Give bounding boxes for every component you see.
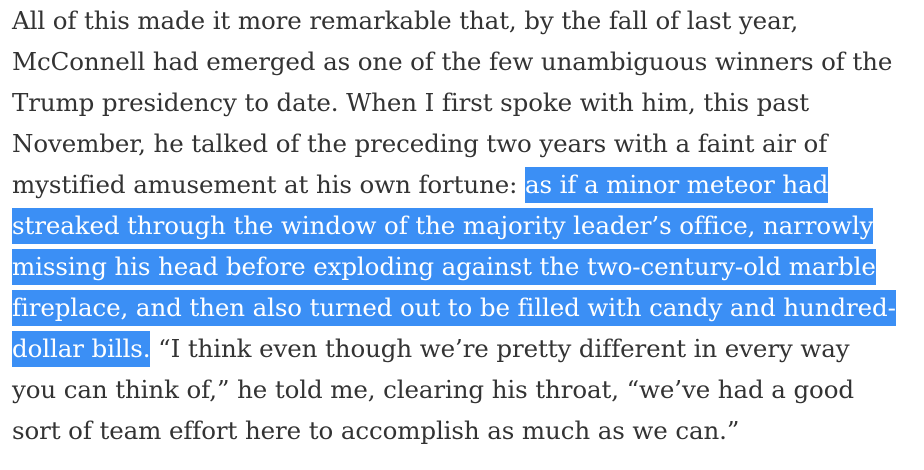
paragraph-line-6: streaked through the window of the major… [12,205,922,246]
paragraph-line-3: Trump presidency to date. When I first s… [12,82,922,123]
selected-text-highlight[interactable]: missing his head before exploding agains… [12,249,876,285]
paragraph-line-11: sort of team effort here to accomplish a… [12,410,922,451]
paragraph-line-5: mystified amusement at his own fortune: … [12,164,922,205]
line-text: All of this made it more remarkable that… [12,6,799,35]
selected-text-highlight[interactable]: streaked through the window of the major… [12,208,874,244]
line-text: Trump presidency to date. When I first s… [12,88,809,117]
paragraph-line-9: dollar bills. “I think even though we’re… [12,328,922,369]
paragraph-line-10: you can think of,” he told me, clearing … [12,369,922,410]
selected-text-highlight[interactable]: fireplace, and then also turned out to b… [12,290,896,326]
article-paragraph[interactable]: All of this made it more remarkable that… [12,0,922,451]
paragraph-line-4: November, he talked of the preceding two… [12,123,922,164]
article-body: All of this made it more remarkable that… [12,0,922,451]
selected-text-highlight[interactable]: dollar bills. [12,331,151,367]
line-text: McConnell had emerged as one of the few … [12,47,893,76]
paragraph-line-2: McConnell had emerged as one of the few … [12,41,922,82]
line-text: you can think of,” he told me, clearing … [12,375,854,404]
line-text: “I think even though we’re pretty differ… [150,334,850,363]
paragraph-line-8: fireplace, and then also turned out to b… [12,287,922,328]
paragraph-line-7: missing his head before exploding agains… [12,246,922,287]
selected-text-highlight[interactable]: as if a minor meteor had [525,167,828,203]
paragraph-line-1: All of this made it more remarkable that… [12,0,922,41]
line-text: sort of team effort here to accomplish a… [12,416,740,445]
line-text: mystified amusement at his own fortune: [12,170,526,199]
line-text: November, he talked of the preceding two… [12,129,828,158]
